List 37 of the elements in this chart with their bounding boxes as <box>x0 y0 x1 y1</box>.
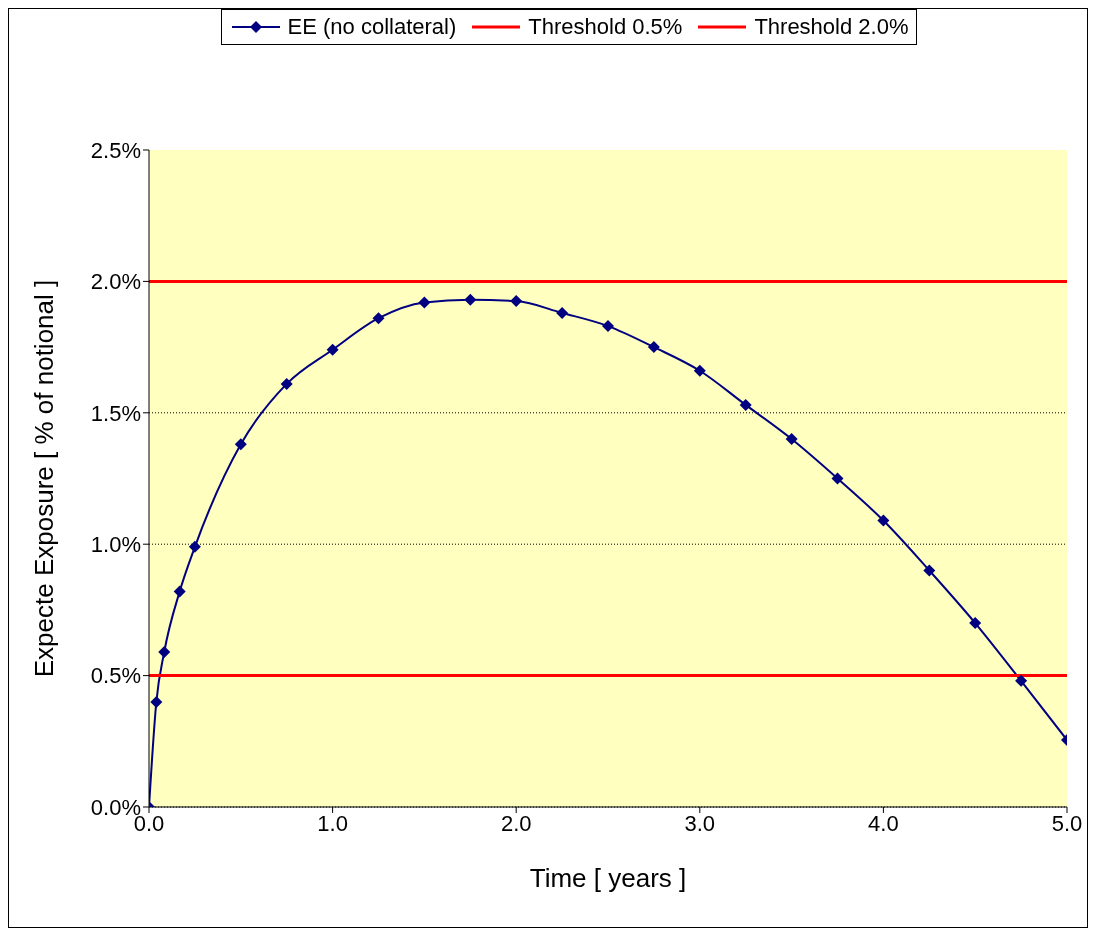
x-tick-label: 4.0 <box>868 810 899 836</box>
point <box>969 617 982 630</box>
point <box>1015 674 1028 687</box>
y-tick-label: 2.0% <box>90 269 141 295</box>
x-tick-label: 5.0 <box>1051 810 1083 836</box>
point <box>923 564 936 577</box>
point <box>647 341 660 354</box>
point <box>464 293 477 306</box>
x-tick-label: 3.0 <box>684 810 716 836</box>
x-tick-label: 2.0 <box>500 810 532 836</box>
y-tick-label: 0.5% <box>90 663 141 689</box>
legend-label: Threshold 2.0% <box>754 14 909 40</box>
y-tick-label: 2.5% <box>90 137 141 163</box>
point <box>372 312 385 325</box>
point <box>693 364 706 377</box>
point <box>173 585 186 598</box>
point <box>877 514 890 527</box>
point <box>785 433 798 446</box>
point <box>280 377 293 390</box>
y-axis-title: Expecte Exposure [ % of notional ] <box>29 279 60 678</box>
point <box>602 320 614 333</box>
x-tick-label: 1.0 <box>317 810 348 836</box>
point <box>831 472 844 485</box>
legend-label: EE (no collateral) <box>287 14 457 40</box>
point <box>234 438 247 451</box>
point <box>188 540 201 553</box>
legend-label: Threshold 0.5% <box>528 14 683 40</box>
point <box>739 398 752 411</box>
y-tick-label: 1.0% <box>90 532 141 558</box>
y-tick-label: 1.5% <box>90 400 141 426</box>
point <box>418 296 431 309</box>
x-axis-title: Time [ years ] <box>529 863 687 893</box>
point <box>510 295 523 308</box>
point <box>150 695 163 708</box>
point <box>556 306 569 319</box>
point <box>158 645 171 658</box>
point <box>326 343 339 356</box>
